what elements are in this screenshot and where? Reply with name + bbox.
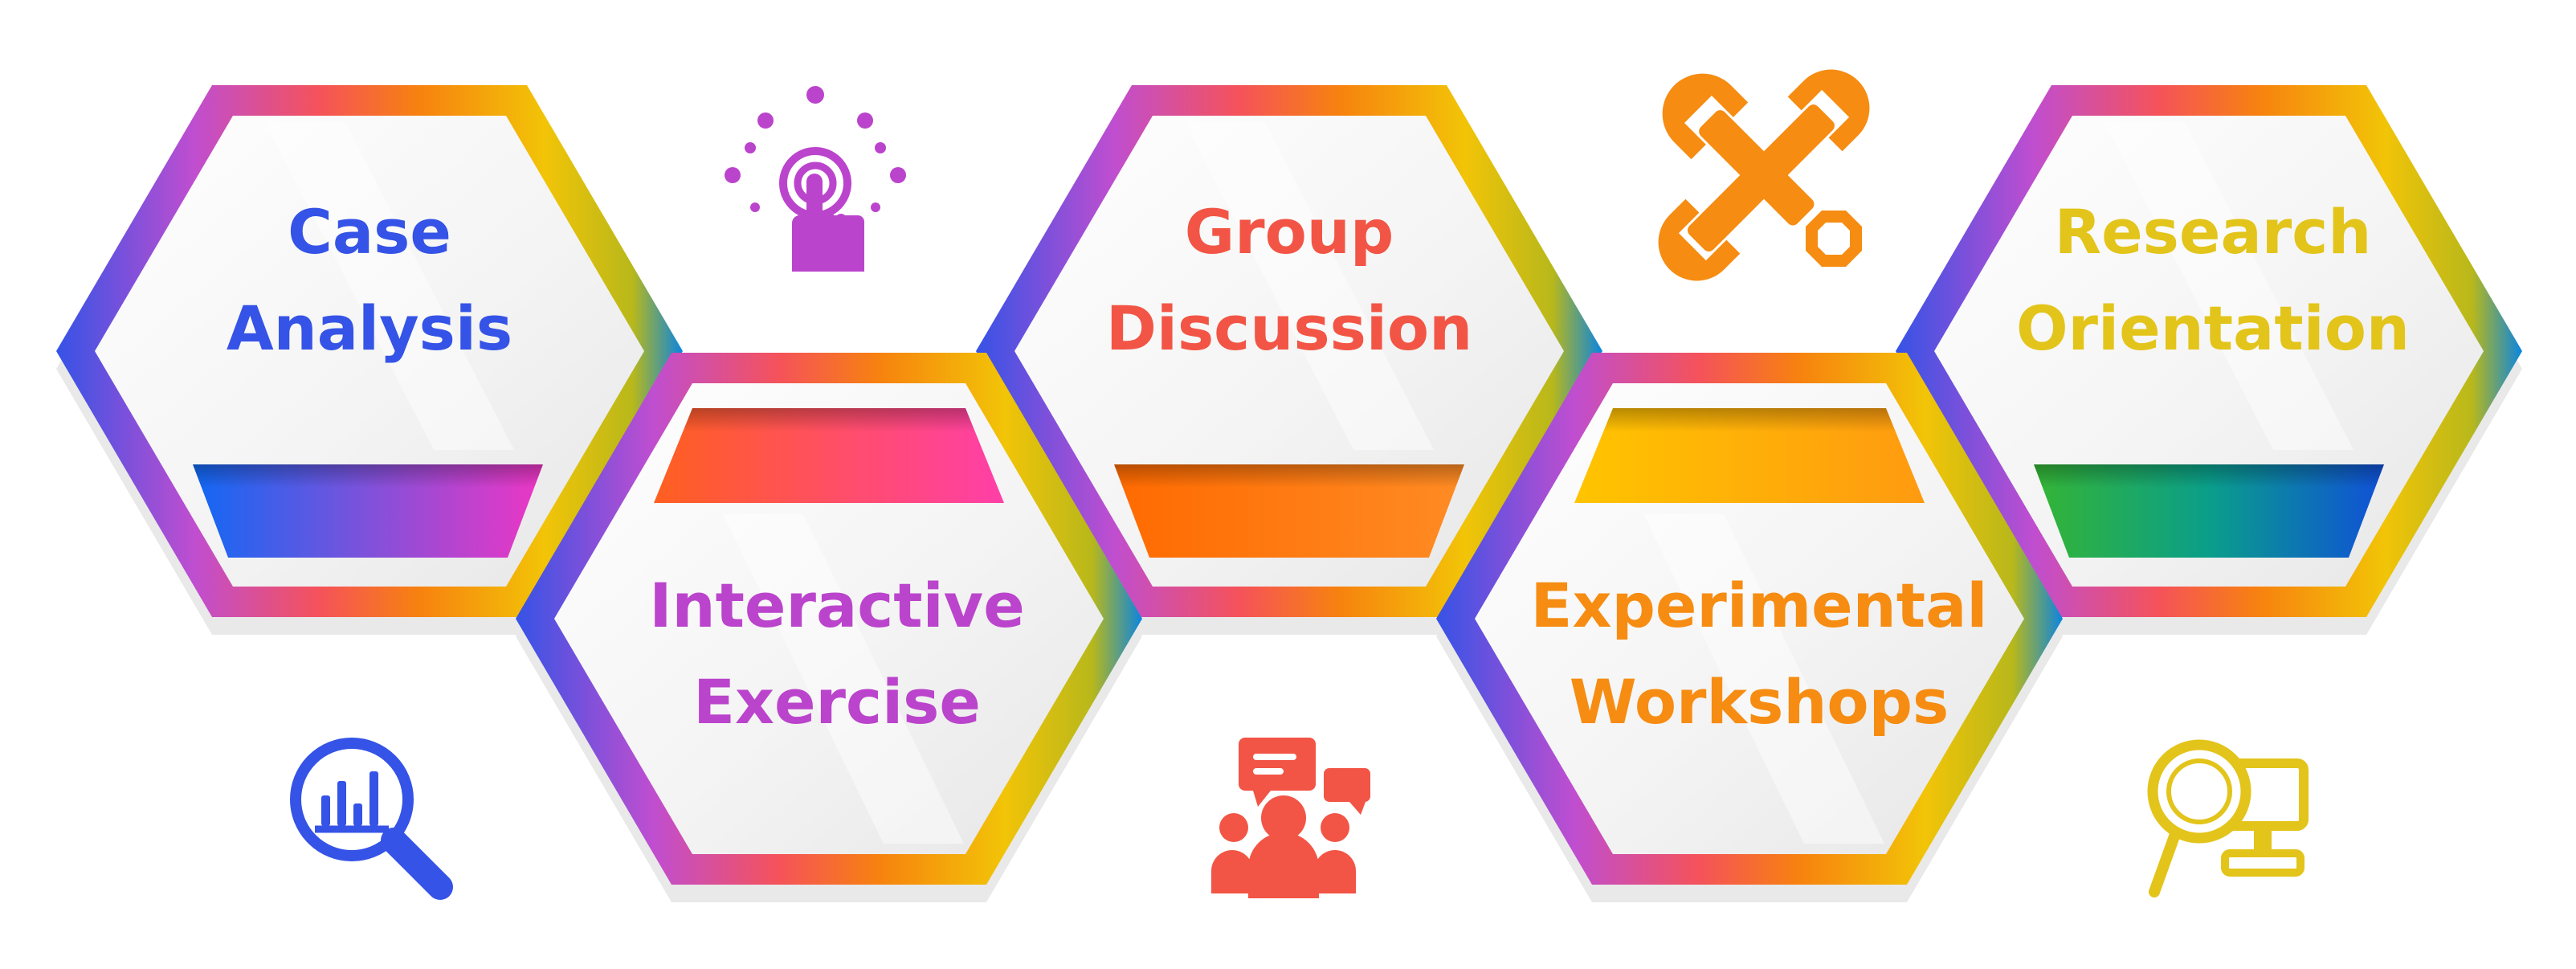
touch-tap-icon <box>725 86 906 272</box>
step-title-line1: Experimental <box>1531 570 1988 641</box>
hex-case-analysis: Case Analysis <box>56 85 683 635</box>
hex-interactive-exercise: Interactive Exercise <box>516 353 1142 902</box>
step-title-line2: Exercise <box>693 666 981 738</box>
analysis-magnifier-icon <box>290 738 453 900</box>
step-title-line2: Analysis <box>227 292 512 364</box>
step-title-line1: Research <box>2055 196 2372 268</box>
hex-research-orientation: Research Orientation <box>1896 85 2522 635</box>
step-title-line2: Orientation <box>2016 292 2410 364</box>
step-title-line2: Workshops <box>1570 666 1949 738</box>
hex-group-discussion: Group Discussion <box>976 85 1602 635</box>
step-title-line1: Case <box>288 196 451 268</box>
step-title-line2: Discussion <box>1106 292 1472 364</box>
wrench-tools-icon <box>1658 69 1870 281</box>
hex-experimental-workshops: Experimental Workshops <box>1436 353 2063 902</box>
step-title-line1: Interactive <box>649 570 1025 641</box>
discussion-group-icon <box>1211 738 1370 898</box>
step-title-line1: Group <box>1185 196 1394 268</box>
research-computer-icon <box>2147 739 2309 897</box>
